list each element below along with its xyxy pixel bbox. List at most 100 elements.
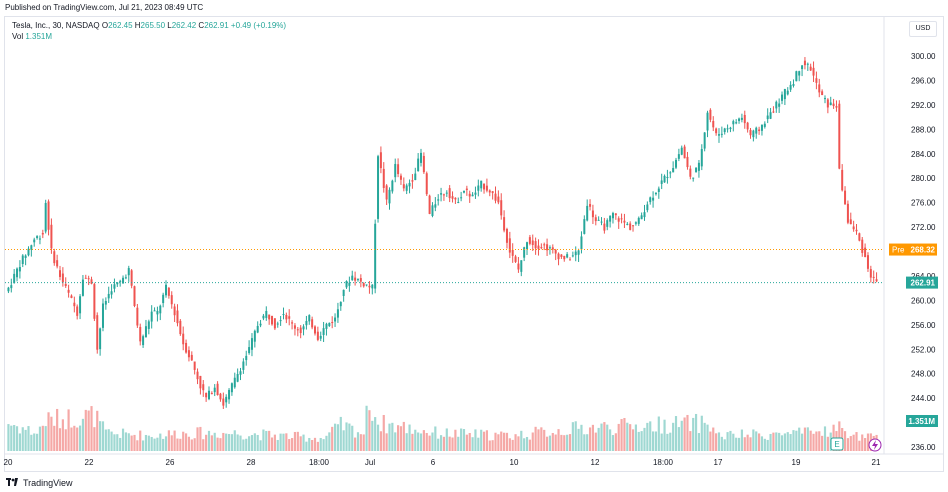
candle-body[interactable] [104, 300, 107, 305]
candle-body[interactable] [557, 253, 560, 260]
candle-body[interactable] [855, 229, 858, 232]
candle-body[interactable] [866, 255, 869, 269]
candle-body[interactable] [781, 94, 784, 101]
candle-body[interactable] [285, 314, 288, 320]
candle-body[interactable] [422, 155, 425, 173]
candle-body[interactable] [841, 169, 844, 191]
candle-body[interactable] [858, 233, 861, 241]
candle-body[interactable] [299, 327, 302, 334]
candle-body[interactable] [144, 326, 147, 338]
candle-body[interactable] [130, 270, 133, 286]
candle-body[interactable] [566, 254, 569, 258]
candle-body[interactable] [425, 173, 428, 195]
candle-body[interactable] [116, 282, 119, 285]
candle-body[interactable] [196, 371, 199, 380]
candle-body[interactable] [703, 132, 706, 149]
candle-body[interactable] [875, 279, 878, 282]
candle-body[interactable] [471, 194, 474, 197]
candle-body[interactable] [838, 103, 841, 169]
candle-body[interactable] [354, 277, 357, 281]
candle-body[interactable] [706, 112, 709, 131]
currency-button[interactable]: USD [909, 21, 937, 37]
candle-body[interactable] [568, 259, 572, 261]
candle-body[interactable] [675, 159, 678, 168]
candle-body[interactable] [402, 184, 405, 189]
candle-body[interactable] [540, 247, 543, 249]
candle-body[interactable] [50, 224, 53, 249]
candle-body[interactable] [259, 323, 262, 326]
candle-body[interactable] [216, 383, 219, 396]
candle-body[interactable] [291, 322, 294, 324]
candle-body[interactable] [371, 284, 374, 289]
symbol-title[interactable]: Tesla, Inc., 30, NASDAQ [12, 21, 100, 30]
candle-body[interactable] [611, 213, 614, 219]
candle-body[interactable] [262, 315, 265, 319]
candle-body[interactable] [806, 63, 809, 65]
candle-body[interactable] [7, 287, 10, 292]
candle-body[interactable] [127, 268, 130, 276]
candle-body[interactable] [442, 194, 445, 196]
candle-body[interactable] [637, 217, 640, 224]
candle-body[interactable] [577, 250, 580, 255]
candle-body[interactable] [603, 223, 606, 231]
candle-body[interactable] [485, 185, 488, 191]
candle-body[interactable] [308, 315, 311, 322]
candle-body[interactable] [342, 289, 345, 296]
candle-body[interactable] [388, 189, 391, 204]
candle-body[interactable] [256, 325, 259, 333]
candle-body[interactable] [677, 154, 680, 159]
candle-body[interactable] [313, 326, 317, 334]
candle-body[interactable] [778, 103, 781, 107]
candle-body[interactable] [319, 335, 322, 339]
candle-body[interactable] [508, 238, 511, 253]
candle-body[interactable] [90, 279, 93, 284]
candle-body[interactable] [769, 112, 772, 119]
candle-body[interactable] [826, 99, 829, 108]
candle-body[interactable] [248, 347, 251, 354]
candle-body[interactable] [448, 188, 451, 199]
candle-body[interactable] [520, 260, 523, 272]
candle-body[interactable] [84, 277, 87, 279]
candle-body[interactable] [230, 383, 233, 393]
candle-body[interactable] [686, 156, 689, 168]
candle-body[interactable] [356, 279, 359, 281]
candle-body[interactable] [783, 89, 786, 100]
candle-body[interactable] [643, 212, 646, 218]
candle-body[interactable] [182, 333, 185, 345]
candle-body[interactable] [219, 393, 222, 400]
candle-body[interactable] [250, 338, 253, 350]
candle-body[interactable] [723, 128, 726, 133]
candle-body[interactable] [760, 124, 763, 131]
candle-body[interactable] [359, 278, 362, 282]
candle-body[interactable] [385, 185, 388, 200]
candle-body[interactable] [528, 237, 531, 244]
candle-body[interactable] [351, 275, 354, 281]
candle-body[interactable] [377, 156, 380, 219]
candle-body[interactable] [273, 318, 276, 329]
candle-body[interactable] [815, 78, 818, 83]
candle-body[interactable] [365, 284, 368, 286]
candle-body[interactable] [76, 306, 79, 316]
candle-body[interactable] [795, 71, 798, 82]
candle-body[interactable] [70, 295, 73, 298]
candle-body[interactable] [634, 222, 637, 224]
candle-body[interactable] [591, 210, 594, 218]
candle-body[interactable] [829, 102, 832, 106]
candle-body[interactable] [391, 180, 394, 192]
candle-body[interactable] [242, 361, 245, 370]
candle-body[interactable] [96, 315, 99, 350]
candle-body[interactable] [445, 192, 448, 194]
candle-body[interactable] [165, 284, 168, 296]
candle-body[interactable] [159, 305, 162, 314]
candle-body[interactable] [775, 101, 778, 109]
candle-body[interactable] [560, 254, 563, 257]
candle-body[interactable] [772, 111, 775, 113]
candle-body[interactable] [657, 188, 660, 192]
candle-body[interactable] [162, 294, 165, 304]
candle-body[interactable] [531, 240, 534, 246]
candle-body[interactable] [792, 84, 795, 86]
candle-body[interactable] [500, 200, 503, 216]
candle-body[interactable] [271, 315, 274, 325]
candle-body[interactable] [322, 328, 325, 336]
